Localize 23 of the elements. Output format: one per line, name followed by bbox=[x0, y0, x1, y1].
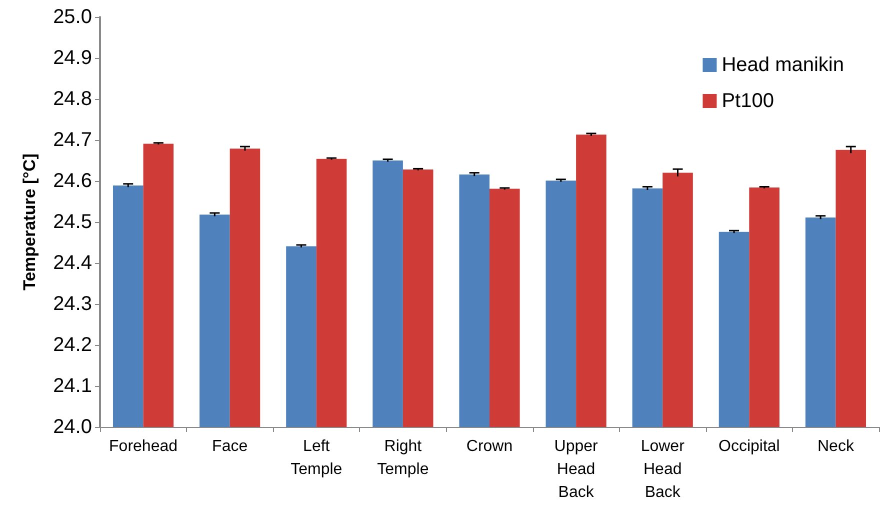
x-tick-label: Occipital bbox=[718, 438, 780, 455]
x-tick-label: Forehead bbox=[109, 438, 178, 455]
y-tick-label: 24.5 bbox=[53, 211, 92, 233]
x-tick-label: Upper Head Back bbox=[554, 438, 599, 501]
y-tick-label: 24.7 bbox=[53, 129, 92, 151]
x-tick-label: Left Temple bbox=[290, 438, 342, 478]
x-tick-label: Crown bbox=[466, 438, 513, 455]
y-tick-label: 24.4 bbox=[53, 252, 92, 274]
y-tick-label: 25.0 bbox=[53, 6, 92, 28]
y-tick-label: 24.6 bbox=[53, 170, 92, 192]
legend-label: Pt100 bbox=[722, 90, 774, 112]
legend-label: Head manikin bbox=[722, 54, 844, 76]
y-axis-title: Temperature [°C] bbox=[20, 154, 39, 290]
y-tick-label: 24.1 bbox=[53, 375, 92, 397]
y-tick-label: 24.9 bbox=[53, 47, 92, 69]
x-tick-label: Face bbox=[212, 438, 248, 455]
x-tick-label: Lower Head Back bbox=[640, 438, 686, 501]
x-tick-label: Neck bbox=[817, 438, 855, 455]
y-tick-label: 24.2 bbox=[53, 334, 92, 356]
y-tick-label: 24.0 bbox=[53, 416, 92, 438]
y-tick-label: 24.8 bbox=[53, 88, 92, 110]
y-tick-label: 24.3 bbox=[53, 293, 92, 315]
x-tick-label: Right Temple bbox=[377, 438, 429, 478]
